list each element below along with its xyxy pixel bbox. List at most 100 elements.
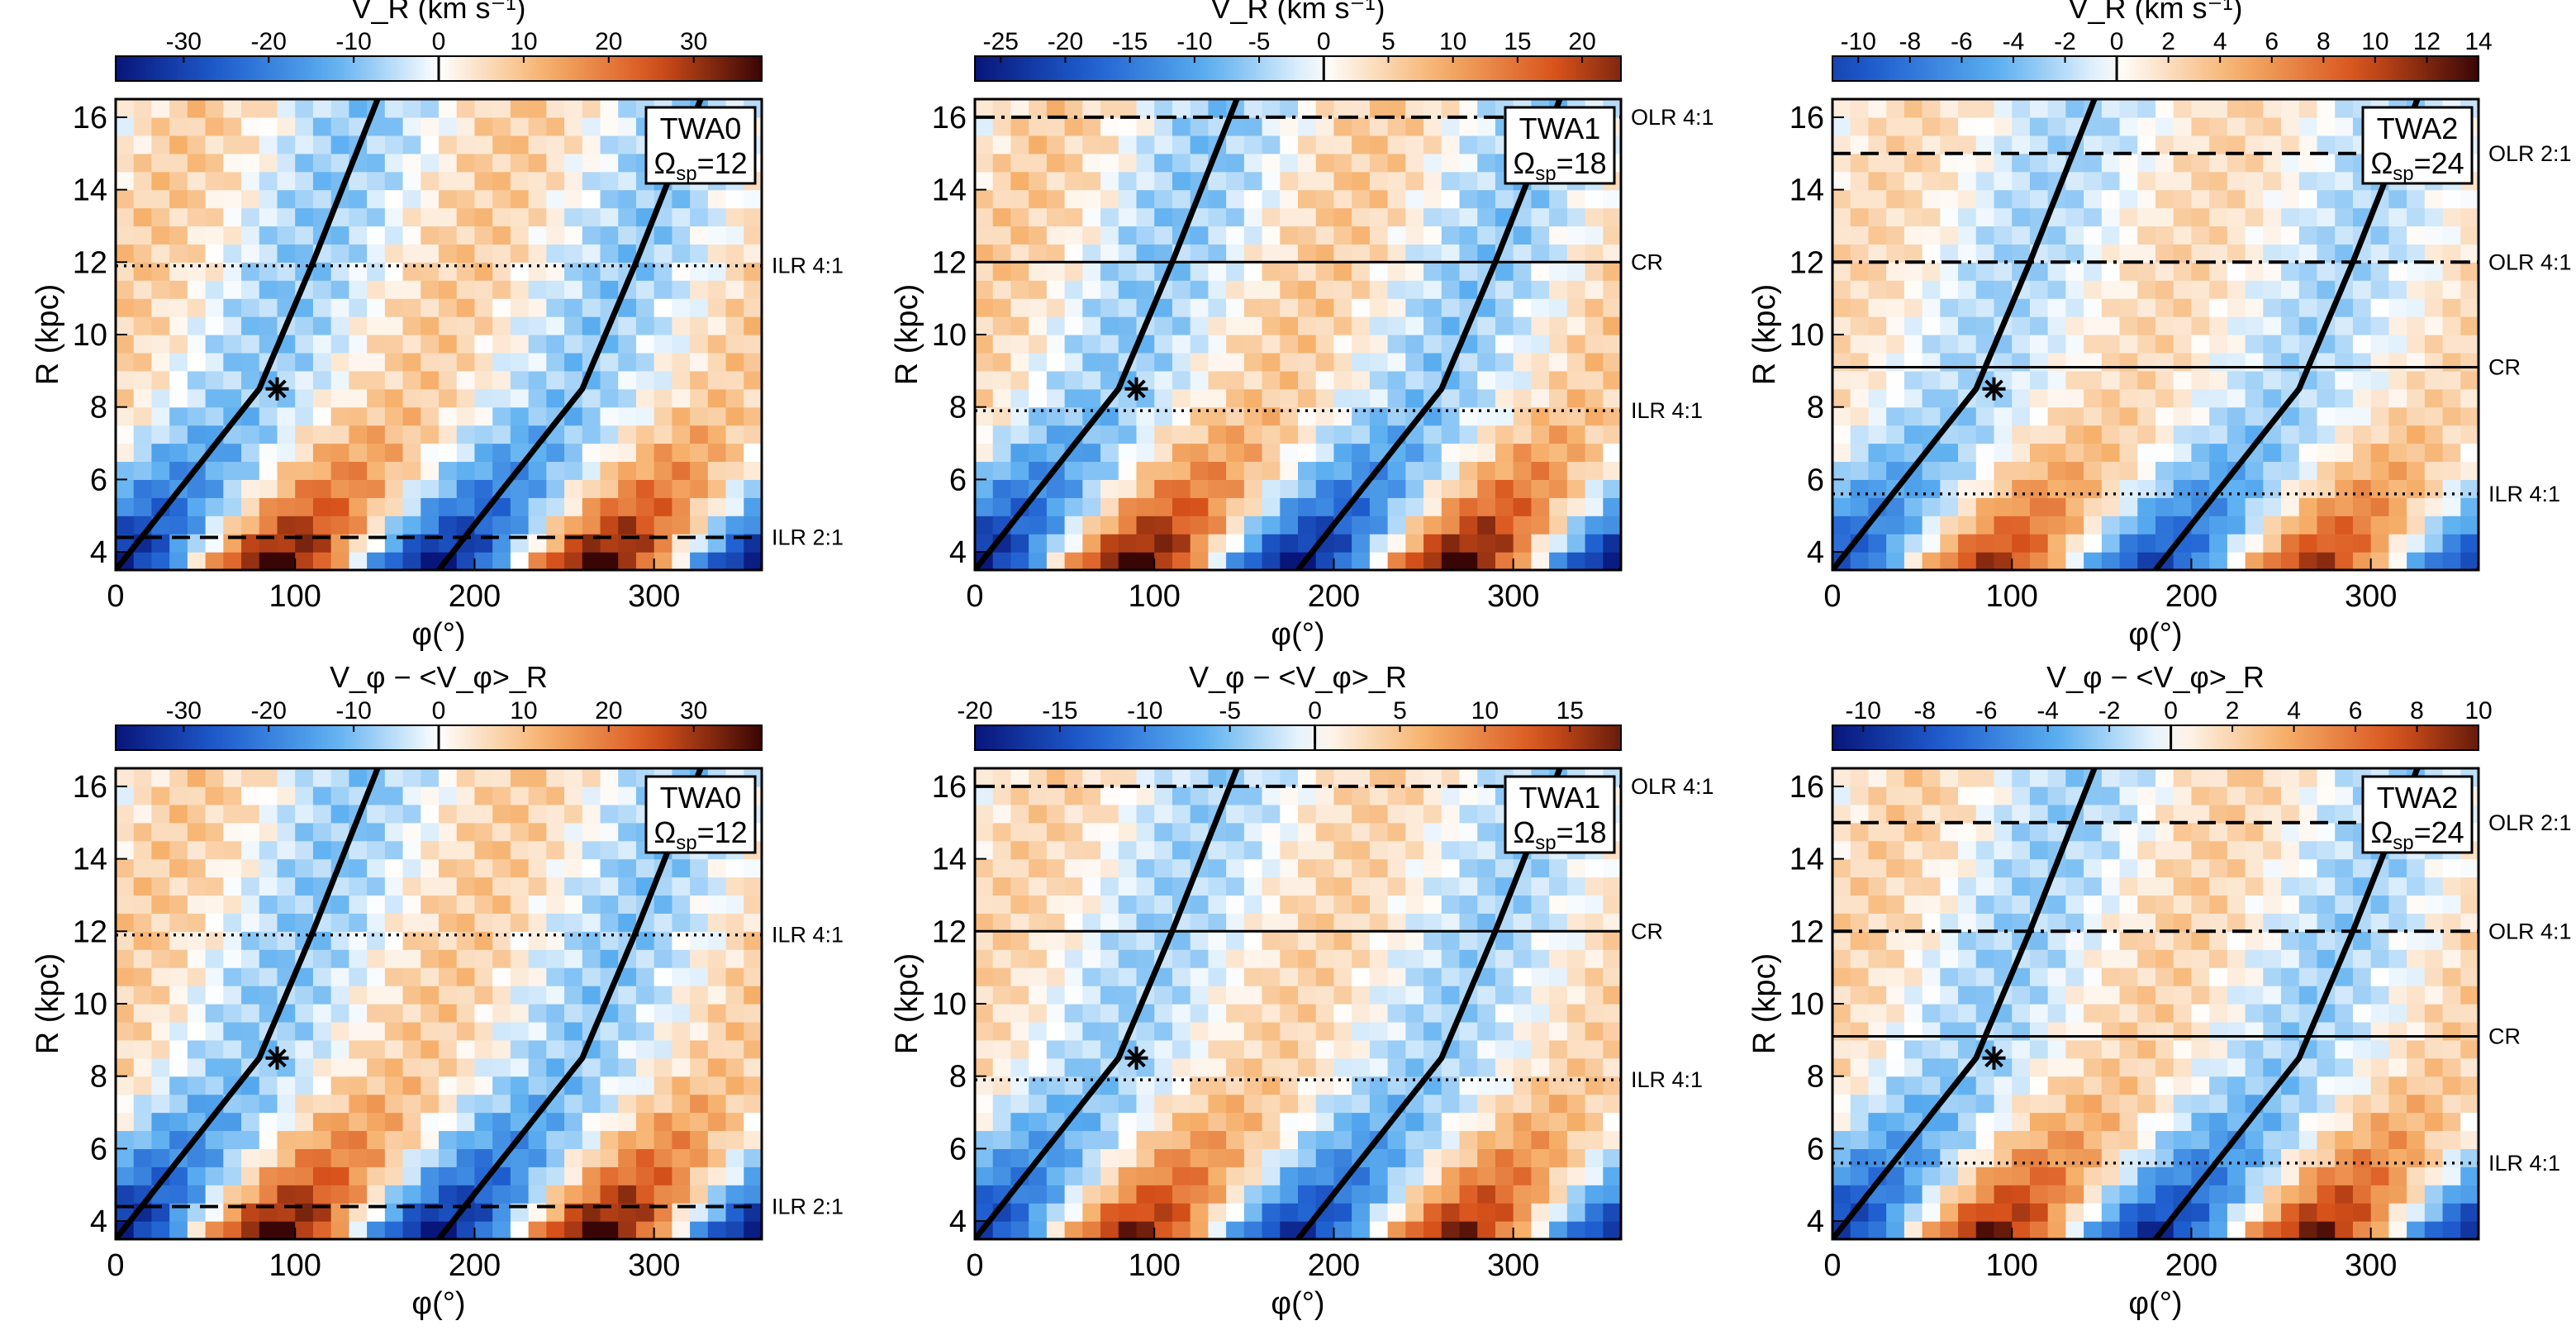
heatmap-cell [1208, 226, 1227, 245]
heatmap-cell [439, 822, 458, 842]
heatmap-cell [1029, 461, 1048, 480]
heatmap-cell [259, 461, 278, 480]
heatmap-cell [1975, 226, 1995, 245]
heatmap-cell [510, 335, 530, 354]
heatmap-cell [690, 388, 709, 408]
heatmap-cell [187, 226, 207, 245]
heatmap-cell [402, 425, 421, 444]
heatmap-cell [2281, 515, 2300, 534]
heatmap-cell [205, 1221, 224, 1239]
heatmap-cell [1886, 552, 1905, 570]
heatmap-cell [1441, 1130, 1461, 1149]
heatmap-cell [295, 207, 314, 227]
heatmap-cell [187, 986, 207, 1005]
heatmap-cell [1603, 479, 1621, 498]
heatmap-cell [1531, 425, 1550, 444]
heatmap-cell [618, 1057, 637, 1077]
resonance-label: ILR 2:1 [772, 1195, 844, 1219]
heatmap-cell [2460, 244, 2479, 263]
heatmap-cell [474, 1039, 493, 1059]
heatmap-cell [223, 388, 242, 408]
heatmap-cell [1387, 406, 1406, 426]
heatmap-cell [707, 913, 727, 932]
heatmap-cell [116, 99, 135, 118]
heatmap-cell [492, 1221, 511, 1239]
heatmap-cell [1010, 316, 1029, 335]
heatmap-cell [564, 461, 583, 480]
heatmap-cell [1280, 1004, 1299, 1023]
heatmap-cell [1513, 1112, 1532, 1132]
heatmap-cell [1100, 877, 1119, 896]
heatmap-cell [367, 171, 386, 191]
heatmap-cell [1333, 135, 1352, 154]
heatmap-cell [1566, 1039, 1586, 1059]
heatmap-cell [456, 280, 476, 299]
heatmap-cell [1352, 352, 1371, 372]
heatmap-cell [2317, 116, 2336, 136]
heatmap-cell [1531, 244, 1550, 263]
colorbar-tick-label: -10 [335, 28, 371, 55]
heatmap-cell [1315, 226, 1335, 245]
heatmap-cell [1850, 425, 1870, 444]
heatmap-cell [241, 515, 260, 534]
heatmap-cell [1082, 1185, 1101, 1204]
heatmap-cell [456, 1039, 476, 1059]
heatmap-cell [223, 298, 242, 317]
heatmap-cell [367, 515, 386, 534]
heatmap-cell [1566, 1094, 1586, 1114]
heatmap-cell [205, 986, 224, 1005]
heatmap-cell [439, 479, 458, 498]
y-tick-label: 16 [1789, 101, 1824, 135]
heatmap-cell [2029, 552, 2049, 570]
heatmap-cell [223, 1039, 242, 1059]
heatmap-cell [1298, 388, 1317, 408]
heatmap-cell [1136, 534, 1155, 553]
heatmap-cell [1100, 316, 1119, 335]
heatmap-cell [312, 986, 332, 1005]
heatmap-cell [546, 768, 565, 787]
heatmap-cell [1046, 877, 1066, 896]
heatmap-cell [187, 298, 207, 317]
heatmap-cell [975, 262, 994, 281]
heatmap-cell [367, 1004, 386, 1023]
heatmap-cell [1387, 895, 1406, 914]
omega-value: =24 [2414, 146, 2464, 180]
heatmap-cell [1495, 949, 1514, 968]
heatmap-cell [1100, 1004, 1119, 1023]
heatmap-cell [1850, 461, 1870, 480]
heatmap-cell [1603, 1112, 1621, 1132]
heatmap-cell [330, 786, 349, 805]
heatmap-cell [1064, 226, 1083, 245]
heatmap-cell [1387, 280, 1406, 299]
heatmap-cell [2460, 497, 2479, 516]
heatmap-cell [2245, 298, 2264, 317]
heatmap-cell [1298, 116, 1317, 136]
heatmap-cell [1280, 858, 1299, 878]
heatmap-cell [1369, 895, 1389, 914]
heatmap-cell [2209, 352, 2228, 372]
heatmap-cell [2084, 370, 2103, 390]
heatmap-cell [2173, 461, 2193, 480]
heatmap-cell [187, 1057, 207, 1077]
heatmap-cell [1531, 479, 1550, 498]
heatmap-cell [492, 1021, 511, 1041]
heatmap-cell [1352, 858, 1371, 878]
heatmap-cell [1118, 262, 1138, 281]
heatmap-cell [1513, 1057, 1532, 1077]
heatmap-cell [1549, 280, 1568, 299]
heatmap-cell [330, 913, 349, 932]
heatmap-cell [1423, 262, 1442, 281]
heatmap-cell [1352, 1004, 1371, 1023]
heatmap-cell [1352, 207, 1371, 227]
heatmap-cell [707, 388, 727, 408]
heatmap-cell [2155, 406, 2174, 426]
omega-label: Ωsp=24 [2370, 146, 2464, 185]
heatmap-cell [2335, 443, 2354, 463]
heatmap-cell [672, 515, 691, 534]
heatmap-cell [169, 335, 188, 354]
heatmap-cell [367, 207, 386, 227]
heatmap-cell [1495, 1166, 1514, 1185]
colorbar: -30 -20 -10 0 10 20 30V_R (km s⁻¹) [115, 0, 763, 82]
heatmap-cell [2012, 443, 2031, 463]
heatmap-cell [1531, 335, 1550, 354]
